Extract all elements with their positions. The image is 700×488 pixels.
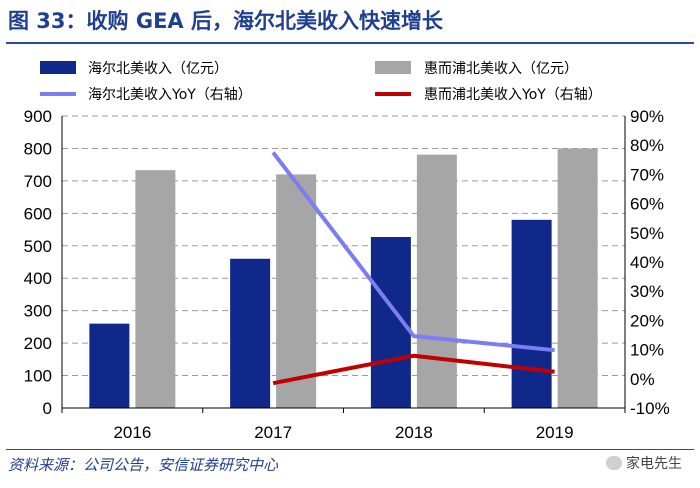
y-tick-right: 70% [630,165,664,184]
y-tick-left: 500 [24,237,52,256]
x-tick-label: 2019 [536,423,574,442]
yoy-lines [271,151,555,386]
y-tick-right: 20% [630,311,664,330]
line-whirlpool-yoy [272,353,555,386]
y-tick-left: 900 [24,107,52,126]
y-tick-right: -10% [630,399,670,418]
x-tick-label: 2018 [395,423,433,442]
y-tick-left: 400 [24,269,52,288]
legend-label-whirlpool-yoy: 惠而浦北美收入YoY（右轴） [424,87,602,103]
source-rule [6,449,694,450]
wechat-icon [606,456,622,470]
y-tick-left: 300 [24,302,52,321]
bar-whirlpool-2016 [135,170,176,408]
x-tick-label: 2016 [113,423,151,442]
y-tick-left: 700 [24,172,52,191]
legend-label-haier-revenue: 海尔北美收入（亿元） [88,61,228,77]
axes: 0 100 200 300 400 500 600 700 800 900 -10% 0% 10% 20%… [24,107,670,442]
bar-whirlpool-2017 [276,174,317,408]
y-tick-right: 0% [630,370,655,389]
y-tick-left: 0 [43,399,52,418]
y-tick-right: 30% [630,282,664,301]
x-tick-label: 2017 [254,423,292,442]
legend-swatch-haier-revenue [40,61,76,74]
bars [89,148,598,408]
bar-haier-2019 [511,219,552,408]
legend-label-haier-yoy: 海尔北美收入YoY（右轴） [88,87,252,103]
y-tick-left: 800 [24,139,52,158]
source-note: 资料来源：公司公告，安信证券研究中心 [8,456,279,474]
y-tick-right: 10% [630,341,664,360]
bar-haier-2017 [230,258,271,408]
y-tick-right: 60% [630,195,664,214]
chart: 0 100 200 300 400 500 600 700 800 900 -10% 0% 10% 20%… [24,61,670,442]
watermark-text: 家电先生 [626,456,682,472]
bar-whirlpool-2019 [557,148,598,408]
y-tick-right: 80% [630,136,664,155]
legend-swatch-whirlpool-revenue [375,61,411,74]
figure-title: 图 33：收购 GEA 后，海尔北美收入快速增长 [8,9,443,33]
y-tick-right: 90% [630,107,664,126]
title-rule [6,42,694,44]
y-tick-left: 200 [24,334,52,353]
y-tick-left: 600 [24,204,52,223]
line-haier-yoy [271,151,555,353]
bar-whirlpool-2018 [416,154,457,408]
watermark: 家电先生 [606,453,682,473]
legend: 海尔北美收入（亿元） 惠而浦北美收入（亿元） 海尔北美收入YoY（右轴） 惠而浦… [40,61,602,103]
legend-label-whirlpool-revenue: 惠而浦北美收入（亿元） [424,61,578,77]
y-tick-left: 100 [24,367,52,386]
y-tick-right: 40% [630,253,664,272]
y-tick-right: 50% [630,224,664,243]
bar-haier-2016 [89,323,130,408]
